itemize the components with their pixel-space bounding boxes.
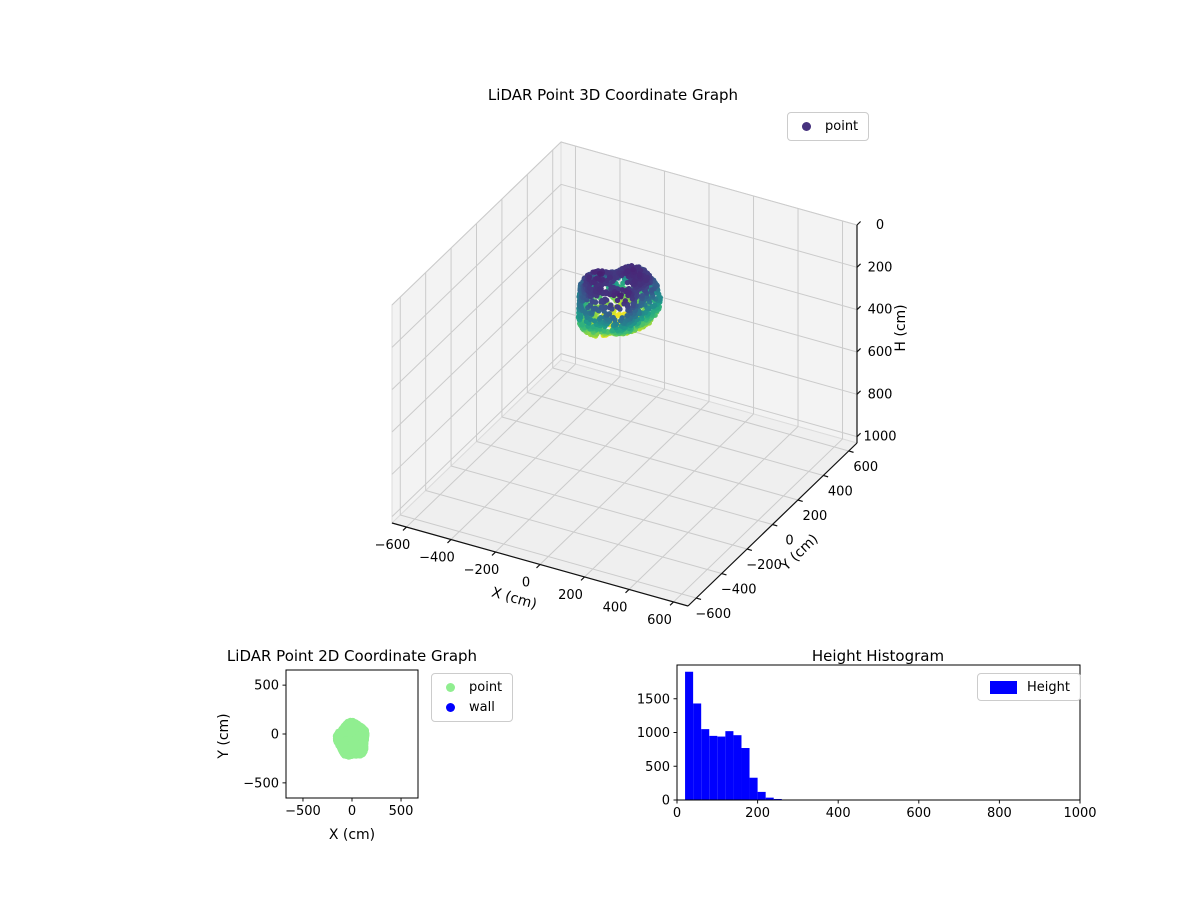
svg-text:Y (cm): Y (cm) [216, 713, 232, 759]
svg-text:200: 200 [558, 588, 583, 603]
legend-item-point: point [442, 678, 502, 698]
svg-text:800: 800 [868, 387, 893, 402]
svg-text:0: 0 [785, 534, 793, 549]
legend-label: wall [469, 699, 495, 715]
point-marker-icon [446, 683, 455, 693]
svg-text:−200: −200 [746, 558, 782, 573]
histogram-legend: Height [977, 673, 1081, 701]
svg-text:0: 0 [662, 794, 670, 809]
svg-text:400: 400 [868, 303, 893, 318]
legend-label: Height [1027, 679, 1070, 695]
svg-text:0: 0 [673, 806, 681, 821]
svg-text:−200: −200 [464, 563, 500, 578]
svg-text:−400: −400 [721, 583, 757, 598]
svg-text:1500: 1500 [637, 692, 670, 707]
point-marker-icon [802, 122, 811, 131]
svg-text:1000: 1000 [637, 726, 670, 741]
svg-text:400: 400 [826, 806, 851, 821]
svg-text:600: 600 [853, 460, 878, 475]
svg-text:0: 0 [348, 804, 356, 819]
svg-text:500: 500 [389, 804, 414, 819]
svg-text:500: 500 [645, 760, 670, 775]
svg-text:H (cm): H (cm) [893, 304, 909, 351]
svg-text:0: 0 [876, 218, 884, 233]
legend-item-wall: wall [442, 698, 502, 718]
svg-text:200: 200 [868, 260, 893, 275]
svg-text:1000: 1000 [863, 430, 896, 445]
svg-text:800: 800 [987, 806, 1012, 821]
svg-text:400: 400 [603, 600, 628, 615]
svg-text:600: 600 [868, 345, 893, 360]
svg-text:X (cm): X (cm) [490, 585, 539, 613]
svg-text:500: 500 [254, 679, 279, 694]
svg-text:600: 600 [906, 806, 931, 821]
svg-text:0: 0 [271, 728, 279, 743]
plot2d-title: LiDAR Point 2D Coordinate Graph [226, 647, 478, 665]
svg-text:Y (cm): Y (cm) [777, 531, 821, 575]
svg-text:600: 600 [647, 613, 672, 628]
svg-text:200: 200 [802, 509, 827, 524]
svg-text:−600: −600 [695, 607, 731, 622]
legend-item-point: point [798, 117, 858, 136]
svg-text:−500: −500 [243, 776, 279, 791]
wall-marker-icon [446, 702, 455, 712]
svg-text:−600: −600 [375, 538, 411, 553]
svg-text:X (cm): X (cm) [329, 827, 375, 843]
legend-label: point [469, 680, 503, 696]
plot3d-legend: point [787, 112, 870, 141]
histogram-title: Height Histogram [811, 647, 945, 665]
height-swatch-icon [990, 680, 1017, 694]
svg-text:400: 400 [828, 484, 853, 499]
legend-item-height: Height [988, 678, 1070, 696]
svg-text:−500: −500 [285, 804, 321, 819]
svg-text:−400: −400 [419, 551, 455, 566]
svg-text:0: 0 [522, 576, 530, 591]
svg-text:1000: 1000 [1063, 806, 1096, 821]
legend-label: point [825, 119, 859, 134]
plot3d-title: LiDAR Point 3D Coordinate Graph [487, 86, 739, 104]
plot2d-legend: point wall [431, 673, 514, 722]
svg-text:200: 200 [745, 806, 770, 821]
